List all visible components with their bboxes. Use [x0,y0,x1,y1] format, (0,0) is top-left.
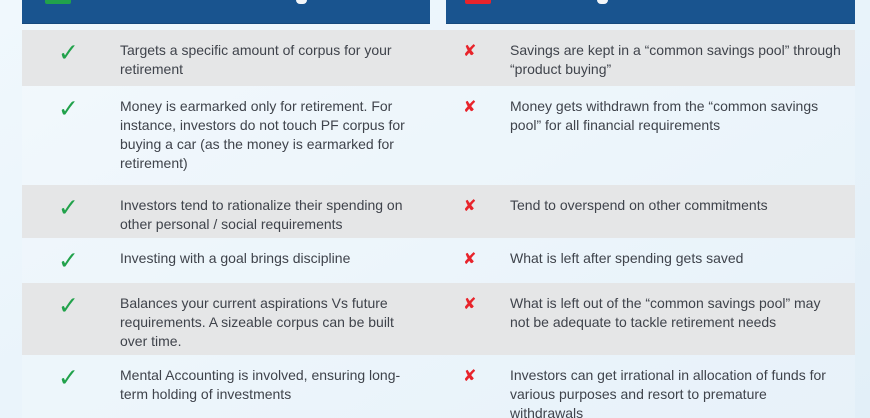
pros-text: Mental Accounting is involved, ensuring … [120,367,401,402]
check-icon: ✓ [58,364,79,392]
cons-cell: ✘ Money gets withdrawn from the “common … [435,86,855,185]
check-icon: ✓ [58,292,79,320]
cons-cell: ✘ What is left out of the “common saving… [435,283,855,355]
check-icon: ✓ [58,194,79,222]
comparison-row: ✓ Mental Accounting is involved, ensurin… [22,355,855,418]
cross-icon: ✘ [463,368,477,385]
pros-text: Targets a specific amount of corpus for … [120,42,392,77]
cross-icon: ✘ [463,198,477,215]
comparison-row: ✓ Targets a specific amount of corpus fo… [22,30,855,86]
pros-text: Balances your current aspirations Vs fut… [120,295,394,349]
cons-text: Savings are kept in a “common savings po… [510,42,841,77]
pros-text: Investors tend to rationalize their spen… [120,197,403,232]
cons-cell: ✘ Investors can get irrational in alloca… [435,355,855,418]
cons-cell: ✘ What is left after spending gets saved [435,238,855,283]
pros-cell: ✓ Money is earmarked only for retirement… [22,86,435,185]
cons-text: Investors can get irrational in allocati… [510,367,826,418]
cons-text: Money gets withdrawn from the “common sa… [510,98,819,133]
cross-icon: ✘ [463,99,477,116]
comparison-row: ✓ Balances your current aspirations Vs f… [22,283,855,355]
red-cross-icon [465,0,491,4]
cons-text: What is left after spending gets saved [510,250,744,266]
check-icon: ✓ [58,39,79,67]
check-icon: ✓ [58,95,79,123]
pros-cell: ✓ Targets a specific amount of corpus fo… [22,30,435,86]
cons-text: Tend to overspend on other commitments [510,197,768,213]
pros-text: Money is earmarked only for retirement. … [120,98,405,171]
cross-icon: ✘ [463,296,477,313]
pros-column-header [22,0,430,24]
cons-column-header [446,0,855,24]
pros-cell: ✓ Balances your current aspirations Vs f… [22,283,435,355]
check-icon: ✓ [58,247,79,275]
comparison-rows: ✓ Targets a specific amount of corpus fo… [22,30,855,418]
pros-cell: ✓ Investing with a goal brings disciplin… [22,238,435,283]
cons-cell: ✘ Tend to overspend on other commitments [435,185,855,238]
pros-cell: ✓ Mental Accounting is involved, ensurin… [22,355,435,418]
comparison-row: ✓ Investors tend to rationalize their sp… [22,185,855,238]
header-text-descender [597,0,608,4]
header-text-descender [296,0,307,4]
comparison-row: ✓ Investing with a goal brings disciplin… [22,238,855,283]
green-checkbox-icon [45,0,71,4]
cross-icon: ✘ [463,251,477,268]
pros-cell: ✓ Investors tend to rationalize their sp… [22,185,435,238]
pros-text: Investing with a goal brings discipline [120,250,351,266]
cross-icon: ✘ [463,43,477,60]
cons-text: What is left out of the “common savings … [510,295,821,330]
cons-cell: ✘ Savings are kept in a “common savings … [435,30,855,86]
comparison-row: ✓ Money is earmarked only for retirement… [22,86,855,185]
